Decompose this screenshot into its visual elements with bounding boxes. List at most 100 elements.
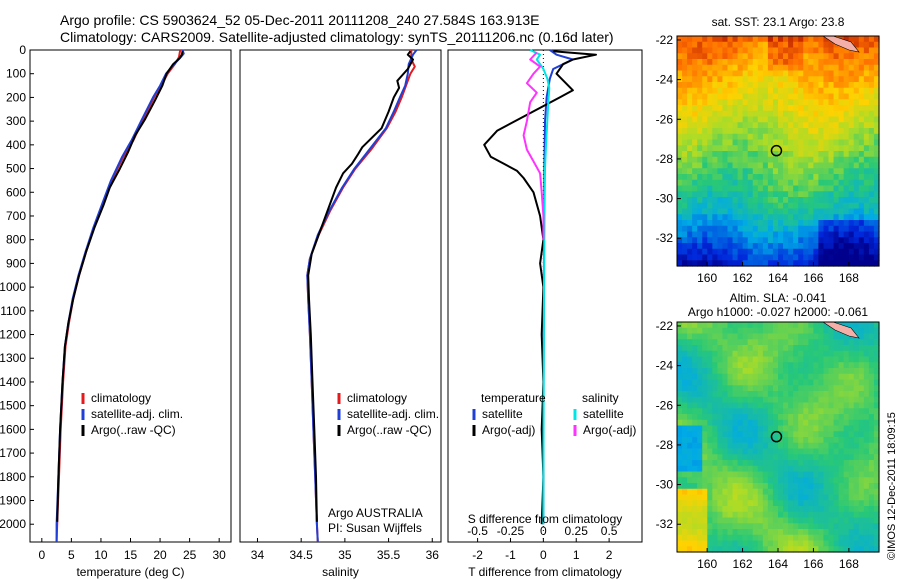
sla-map-cell	[747, 442, 754, 450]
sst-map-cell	[757, 70, 764, 77]
sst-map-cell	[828, 151, 835, 158]
sla-map-cell	[798, 540, 804, 547]
sla-map-cell	[828, 327, 835, 335]
sst-map-cell	[682, 70, 688, 77]
sst-map-cell	[818, 53, 825, 60]
sst-map-cell	[863, 248, 870, 256]
sla-map-cell	[868, 437, 875, 444]
sst-map-cell	[712, 243, 718, 250]
sla-map-cell	[702, 517, 708, 524]
sst-map-cell	[722, 93, 729, 100]
sst-map-cell	[682, 151, 688, 158]
sst-map-cell	[682, 116, 688, 123]
sst-map-cell	[762, 70, 769, 77]
sla-map-cell	[873, 431, 880, 438]
sla-map-cell	[722, 339, 729, 346]
sla-map-cell	[833, 333, 840, 340]
sla-map-cell	[707, 517, 713, 524]
sst-map-cell	[788, 105, 794, 112]
sst-map-cell	[767, 59, 774, 66]
sst-map-cell	[818, 105, 825, 112]
sst-map-cell	[762, 110, 769, 118]
sst-map-cell	[737, 139, 744, 146]
sst-map-cell	[838, 185, 845, 192]
sla-map-cell	[737, 345, 744, 352]
sst-map-cell	[798, 191, 804, 198]
sst-map-cell	[717, 225, 724, 233]
depth-tick-label: 1400	[0, 375, 26, 389]
sst-map-cell	[868, 116, 875, 123]
sla-map-cell	[732, 339, 739, 346]
sst-map-cell	[808, 185, 814, 192]
sla-map-cell	[838, 523, 845, 530]
sla-map-cell	[793, 442, 799, 450]
sst-map-cell	[798, 41, 804, 49]
sla-map-cell	[798, 506, 804, 513]
depth-tick-label: 1900	[0, 494, 26, 508]
sst-map-cell	[727, 237, 734, 244]
sst-map-cell	[692, 133, 698, 141]
sla-map-cell	[808, 500, 814, 507]
sla-map-cell	[762, 368, 769, 375]
sla-map-cell	[853, 350, 860, 358]
sst-map-cell	[843, 105, 850, 112]
sst-map-cell	[778, 202, 784, 210]
sla-map-cell	[843, 431, 850, 438]
sla-map-cell	[863, 356, 870, 363]
sst-map-cell	[783, 133, 789, 141]
sla-map-cell	[863, 322, 870, 329]
sla-map-cell	[677, 517, 683, 524]
sla-map-cell	[772, 385, 779, 392]
sla-map-cell	[853, 385, 860, 392]
sst-map-cell	[788, 70, 794, 77]
sla-map-cell	[757, 396, 764, 404]
sst-map-cell	[742, 41, 749, 49]
sla-map-cell	[682, 350, 688, 358]
sst-map-cell	[823, 76, 830, 83]
sst-map-cell	[823, 237, 830, 244]
sla-map-cell	[788, 460, 794, 467]
sst-map-cell	[677, 243, 683, 250]
sst-map-cell	[742, 174, 749, 181]
sst-map-cell	[873, 105, 880, 112]
sst-map-cell	[712, 93, 718, 100]
sla-map-cell	[798, 345, 804, 352]
sla-map-cell	[757, 454, 764, 461]
sst-map-cell	[788, 47, 794, 54]
sla-map-cell	[808, 511, 814, 519]
sla-map-cell	[762, 523, 769, 530]
sst-map-cell	[798, 64, 804, 72]
sst-map-cell	[843, 116, 850, 123]
sst-map-cell	[828, 105, 835, 112]
sla-map-cell	[803, 494, 809, 501]
sst-map-cell	[737, 185, 744, 192]
sst-map-cell	[778, 174, 784, 181]
sla-map-cell	[767, 402, 774, 409]
sla-map-cell	[863, 391, 870, 398]
sla-map-cell	[722, 362, 729, 369]
sla-map-cell	[742, 339, 749, 346]
sla-map-cell	[757, 408, 764, 415]
sst-map-cell	[858, 197, 865, 204]
sla-map-cell	[813, 414, 819, 421]
sla-map-cell	[808, 339, 814, 346]
sst-map-cell	[843, 110, 850, 118]
sst-map-cell	[873, 254, 880, 261]
sst-map-cell	[742, 122, 749, 129]
sla-map-cell	[772, 396, 779, 404]
sst-map-cell	[747, 53, 754, 60]
sla-map-cell	[833, 460, 840, 467]
sla-map-cell	[843, 460, 850, 467]
sst-map-cell	[757, 225, 764, 233]
sla-map-cell	[863, 523, 870, 530]
sst-map-cell	[742, 168, 749, 175]
sla-map-cell	[712, 454, 718, 461]
sla-map-cell	[818, 391, 825, 398]
sst-map-cell	[737, 168, 744, 175]
sst-map-cell	[858, 53, 865, 60]
sla-map-cell	[863, 517, 870, 524]
sst-map-cell	[762, 179, 769, 187]
sst-map-cell	[798, 99, 804, 106]
sla-map-cell	[873, 391, 880, 398]
sla-map-cell	[697, 483, 703, 490]
